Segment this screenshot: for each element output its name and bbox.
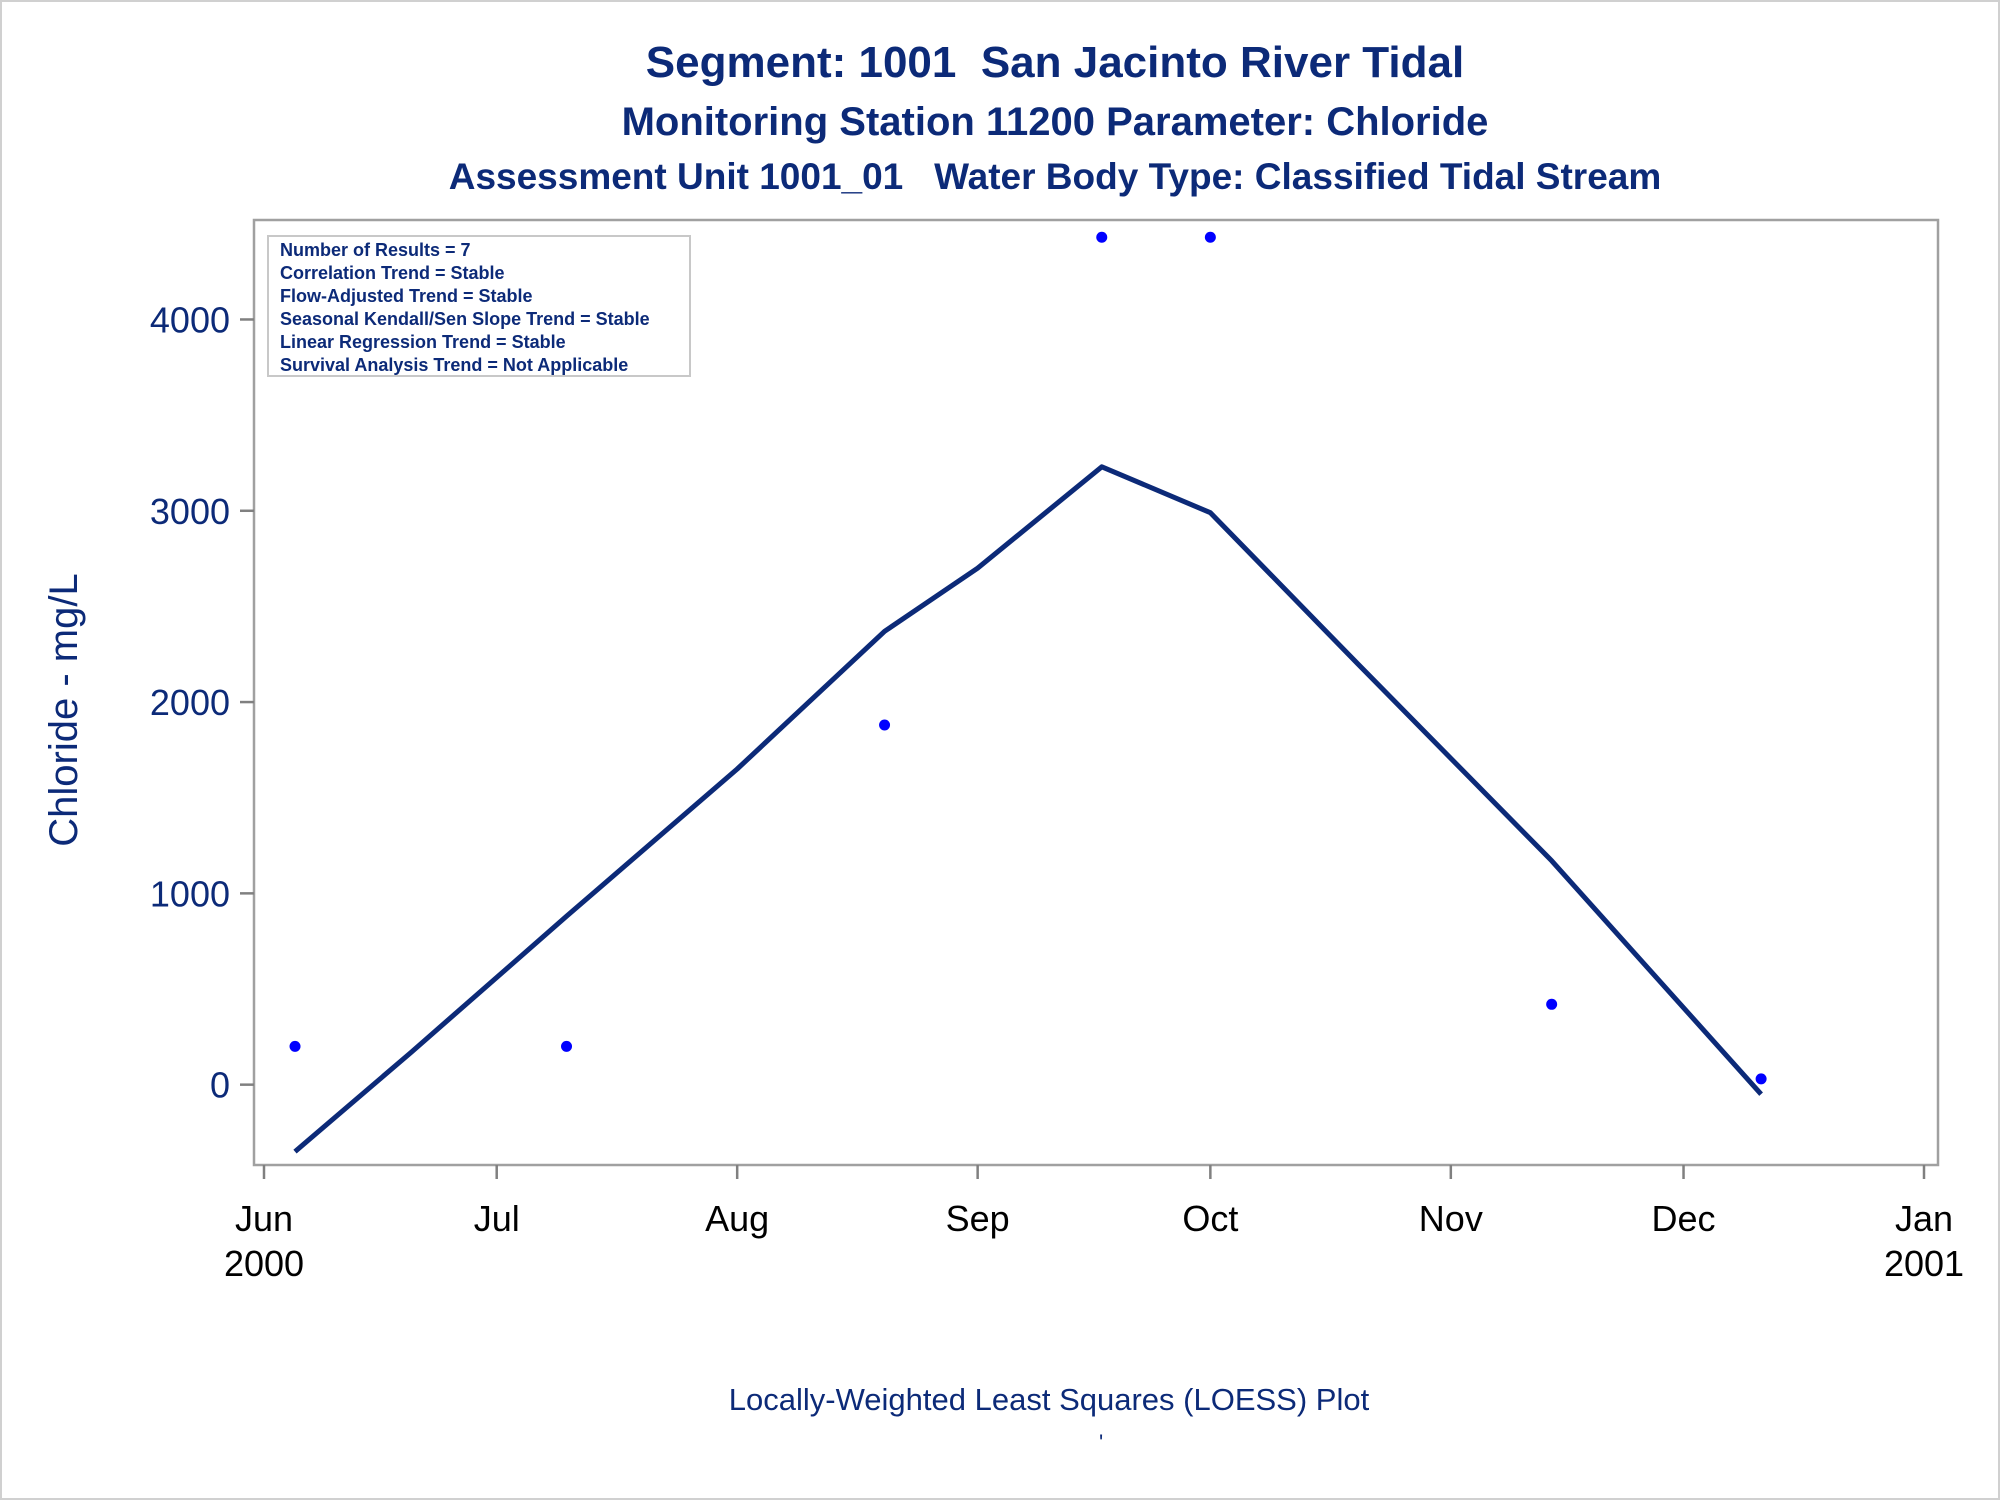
y-axis: 0 1000 2000 3000 4000 [150,299,254,1106]
chart-subtitle: Monitoring Station 11200 Parameter: Chlo… [621,100,1489,144]
footnote-mark: ' [1099,1430,1104,1455]
x-tick-label-2: Aug [705,1198,769,1239]
x-tick-label-7: Jan [1895,1198,1953,1239]
x-tick-label-1: Jul [474,1198,520,1239]
stats-box-border [267,235,691,377]
data-point-2 [879,719,891,731]
stats-line-4: Linear Regression Trend = Stable [280,332,566,352]
y-axis-label: Chloride - mg/L [42,573,86,846]
stats-line-1: Correlation Trend = Stable [280,263,505,283]
x-tick-label-0: Jun [235,1198,293,1239]
x-tick-label-5: Nov [1419,1198,1483,1239]
x-tick-label-3: Sep [946,1198,1010,1239]
y-tick-label-1: 1000 [150,873,230,914]
data-point-6 [1755,1073,1767,1085]
data-point-5 [1546,998,1558,1010]
stats-line-0: Number of Results = 7 [280,240,471,260]
stats-line-5: Survival Analysis Trend = Not Applicable [280,355,628,375]
loess-line [293,464,1763,1154]
x-tick-label-4: Oct [1182,1198,1238,1239]
y-tick-label-2: 2000 [150,682,230,723]
y-tick-label-3: 3000 [150,491,230,532]
plot-area [252,218,1940,1167]
loess-series [293,464,1763,1154]
x-axis-label: Locally-Weighted Least Squares (LOESS) P… [728,1382,1370,1417]
stats-line-2: Flow-Adjusted Trend = Stable [280,286,533,306]
y-tick-label-4: 4000 [150,299,230,340]
x-tick-sublabel-7: 2001 [1884,1243,1964,1284]
data-point-1 [561,1040,573,1052]
stats-line-3: Seasonal Kendall/Sen Slope Trend = Stabl… [280,309,650,329]
x-tick-sublabel-0: 2000 [224,1243,304,1284]
data-point-3 [1096,231,1108,243]
data-point-0 [289,1040,301,1052]
data-points [289,231,1767,1085]
chart-title: Segment: 1001 San Jacinto River Tidal [645,38,1465,87]
x-tick-label-6: Dec [1652,1198,1716,1239]
chart-subtitle-2: Assessment Unit 1001_01 Water Body Type:… [448,156,1662,197]
data-point-4 [1204,231,1216,243]
y-tick-label-0: 0 [210,1065,230,1106]
stats-box: Number of Results = 7 Correlation Trend =… [267,235,691,377]
